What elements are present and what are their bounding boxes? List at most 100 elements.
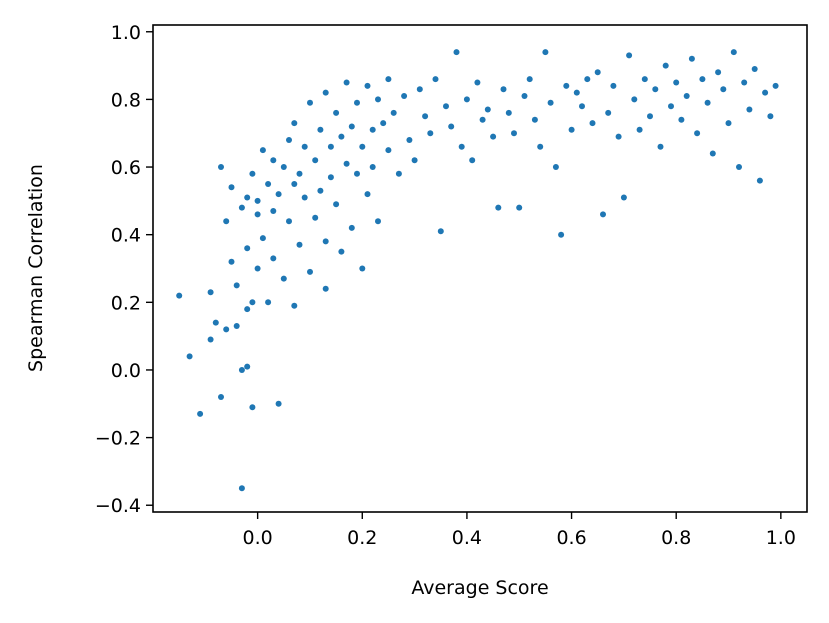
data-point [233, 323, 240, 329]
data-point [443, 103, 449, 110]
data-point [301, 194, 308, 201]
x-axis-label: Average Score [411, 577, 548, 599]
data-point [228, 258, 235, 265]
data-point [767, 113, 774, 120]
data-point [725, 120, 732, 127]
data-point [249, 170, 256, 177]
data-point [322, 285, 329, 292]
data-point [244, 363, 251, 370]
data-point [495, 204, 502, 211]
data-point [380, 120, 387, 127]
data-point [270, 157, 277, 164]
data-point [212, 319, 219, 326]
data-point [668, 103, 674, 110]
data-point [730, 49, 737, 56]
plot-area [176, 49, 779, 492]
data-point [312, 157, 319, 164]
data-point [254, 197, 261, 204]
data-point [291, 302, 298, 309]
data-point [327, 174, 334, 181]
data-point [401, 93, 408, 99]
data-point [563, 82, 570, 89]
data-point [448, 123, 455, 130]
y-axis: −0.4 −0.2 0.0 0.2 0.4 0.6 0.8 1.0 [95, 22, 153, 517]
data-point [218, 164, 224, 170]
data-point [359, 143, 366, 150]
plot-frame [152, 24, 808, 513]
data-point [584, 76, 591, 83]
data-point [552, 164, 559, 170]
data-point [589, 120, 596, 127]
data-point [369, 164, 376, 170]
data-point [223, 218, 230, 225]
data-point [296, 241, 303, 248]
data-point [369, 126, 376, 133]
data-point [254, 265, 261, 272]
data-point [427, 130, 434, 137]
data-point [333, 201, 340, 208]
data-point [688, 55, 695, 62]
data-point [301, 143, 308, 150]
data-point [286, 137, 292, 143]
data-point [228, 184, 235, 191]
data-point [411, 157, 418, 164]
data-point [678, 116, 685, 123]
data-point [286, 218, 292, 225]
data-point [422, 113, 429, 120]
data-point [568, 126, 575, 133]
data-point [343, 79, 350, 86]
data-point [641, 76, 648, 83]
data-point [772, 82, 779, 89]
y-tick-label: 0.4 [111, 225, 141, 247]
data-point [390, 109, 397, 116]
y-tick-label: 0.2 [111, 292, 141, 314]
data-point [694, 130, 701, 137]
data-point [338, 133, 345, 140]
data-point [197, 410, 204, 417]
data-point [746, 106, 753, 113]
data-point [280, 275, 287, 282]
data-point [715, 69, 722, 76]
data-point [259, 147, 266, 154]
data-point [375, 218, 381, 225]
x-tick-label: 0.4 [452, 527, 482, 549]
data-point [573, 89, 580, 96]
data-point [558, 231, 565, 238]
data-point [207, 289, 214, 296]
data-point [673, 79, 680, 86]
data-point [490, 133, 497, 140]
x-tick-label: 0.8 [661, 527, 691, 549]
data-point [343, 160, 350, 167]
data-point [458, 143, 465, 150]
data-point [249, 404, 256, 411]
data-point [416, 86, 423, 93]
data-point [327, 143, 334, 150]
data-point [354, 170, 360, 177]
data-point [176, 292, 183, 299]
y-tick-label: 1.0 [111, 22, 141, 44]
data-point [259, 235, 266, 242]
x-tick-label: 0.2 [347, 527, 377, 549]
x-tick-label: 1.0 [766, 527, 796, 549]
data-point [626, 52, 633, 59]
data-point [359, 265, 366, 272]
x-axis: 0.0 0.2 0.4 0.6 0.8 1.0 [243, 512, 796, 549]
data-point [348, 123, 355, 130]
data-point [385, 147, 392, 154]
data-point [238, 485, 245, 492]
data-point [741, 79, 748, 86]
data-point [317, 187, 324, 194]
data-point [469, 157, 476, 164]
x-tick-label: 0.0 [243, 527, 273, 549]
y-axis-label: Spearman Correlation [25, 164, 47, 372]
data-point [307, 268, 313, 275]
data-point [615, 133, 622, 140]
data-point [516, 204, 523, 211]
data-point [265, 181, 272, 187]
data-point [704, 99, 711, 106]
data-point [275, 191, 282, 198]
data-point [218, 394, 224, 400]
data-point [631, 96, 638, 103]
data-point [270, 208, 277, 214]
